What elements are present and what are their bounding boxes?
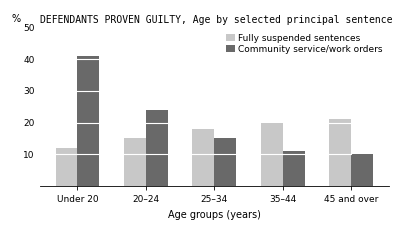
Bar	[214, 138, 236, 186]
Bar	[330, 119, 351, 186]
Bar	[146, 110, 168, 186]
Text: DEFENDANTS PROVEN GUILTY, Age by selected principal sentence type: DEFENDANTS PROVEN GUILTY, Age by selecte…	[40, 15, 397, 25]
Bar	[261, 123, 283, 186]
Bar	[351, 154, 373, 186]
Bar	[77, 56, 99, 186]
X-axis label: Age groups (years): Age groups (years)	[168, 210, 261, 220]
Text: %: %	[12, 14, 21, 24]
Bar	[193, 129, 214, 186]
Bar	[283, 151, 305, 186]
Legend: Fully suspended sentences, Community service/work orders: Fully suspended sentences, Community ser…	[224, 32, 385, 56]
Bar	[56, 148, 77, 186]
Bar	[124, 138, 146, 186]
